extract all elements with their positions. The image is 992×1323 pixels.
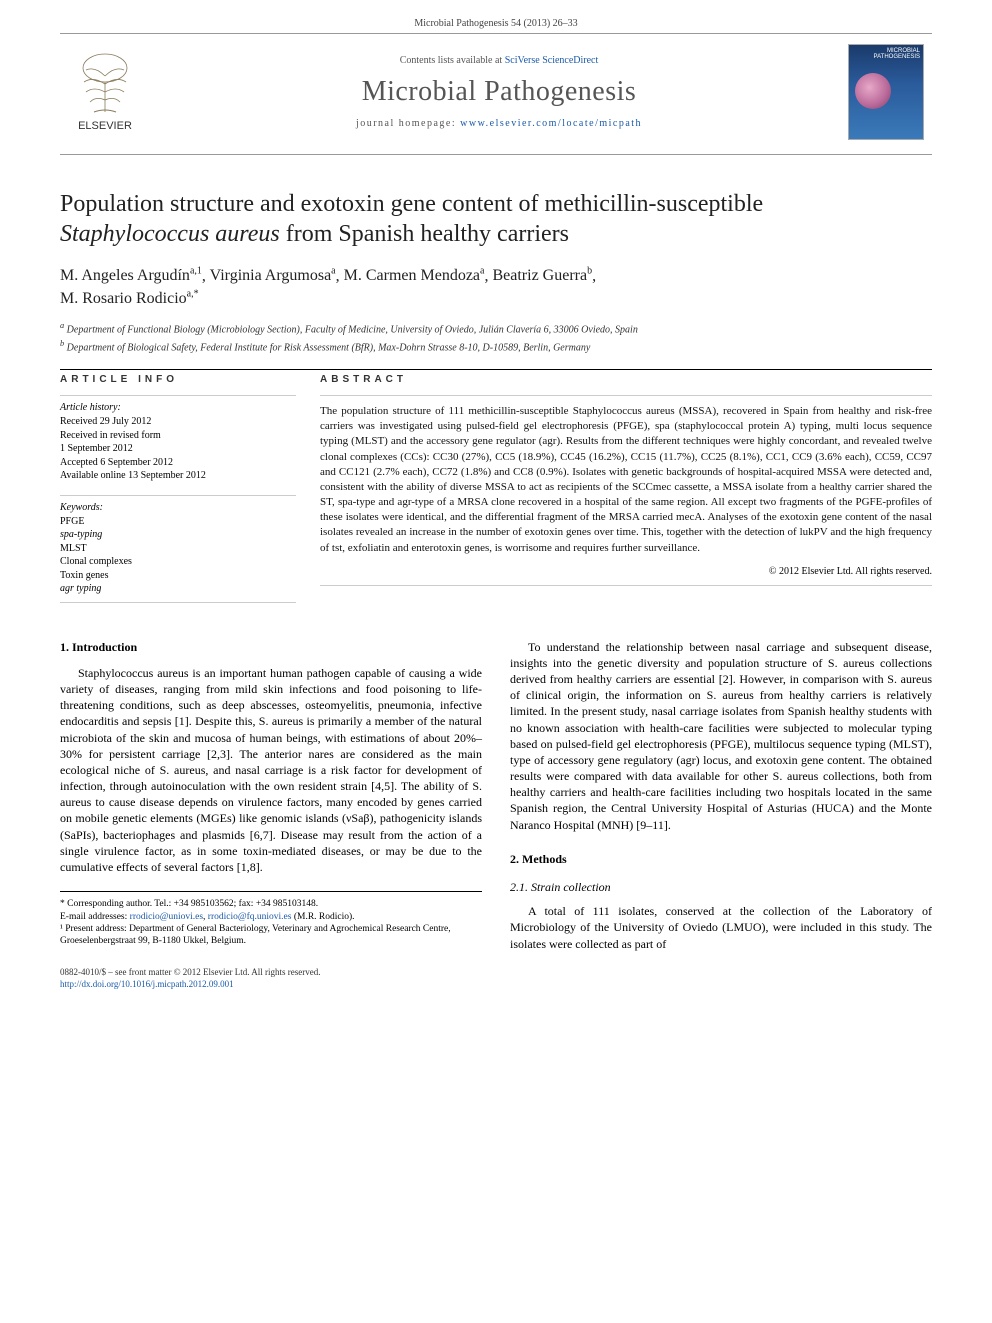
author-1-name: M. Angeles Argudín [60, 267, 190, 284]
keyword-2: MLST [60, 542, 296, 556]
title-line1: Population structure and exotoxin gene c… [60, 191, 763, 217]
author-2-name: Virginia Argumosa [210, 267, 332, 284]
doi-link[interactable]: http://dx.doi.org/10.1016/j.micpath.2012… [60, 979, 234, 989]
article-info: ARTICLE INFO Article history: Received 2… [60, 374, 296, 603]
author-4: Beatriz Guerrab [492, 267, 592, 284]
publisher-logo: ELSEVIER [60, 52, 150, 132]
history-label: Article history: [60, 395, 296, 413]
author-3-name: M. Carmen Mendoza [344, 267, 480, 284]
abstract-heading: ABSTRACT [320, 374, 932, 385]
title-heading: Population structure and exotoxin gene c… [60, 189, 932, 249]
lists-available: Contents lists available at SciVerse Sci… [150, 55, 848, 66]
author-5-sup: a,* [187, 289, 199, 300]
keyword-5: agr typing [60, 582, 296, 603]
keyword-0: PFGE [60, 515, 296, 529]
footnote-email-suffix: (M.R. Rodicio). [291, 912, 354, 922]
affiliation-a-text: Department of Functional Biology (Microb… [67, 325, 638, 336]
author-2: Virginia Argumosaa [210, 267, 336, 284]
footnote-emails: E-mail addresses: rrodicio@uniovi.es, rr… [60, 911, 482, 923]
elsevier-tree-icon [76, 52, 134, 116]
footnote-corresponding: * Corresponding author. Tel.: +34 985103… [60, 898, 482, 910]
section-1-para: Staphylococcus aureus is an important hu… [60, 665, 482, 875]
lists-prefix: Contents lists available at [400, 55, 505, 66]
section-2-1-heading: 2.1. Strain collection [510, 879, 932, 895]
keyword-1: spa-typing [60, 528, 296, 542]
footnote-email-1[interactable]: rrodicio@uniovi.es [130, 912, 203, 922]
cover-title-bottom: PATHOGENESIS [874, 54, 920, 60]
article-info-heading: ARTICLE INFO [60, 374, 296, 385]
footnote-email-label: E-mail addresses: [60, 912, 130, 922]
homepage-prefix: journal homepage: [356, 118, 460, 129]
author-2-sup: a [331, 266, 335, 277]
author-4-name: Beatriz Guerra [492, 267, 587, 284]
history-line-4: Available online 13 September 2012 [60, 469, 296, 483]
keyword-5-text: agr typing [60, 583, 101, 594]
title-italic: Staphylococcus aureus [60, 221, 280, 247]
title-rest: from Spanish healthy carriers [280, 221, 569, 247]
history-line-0: Received 29 July 2012 [60, 415, 296, 429]
running-head: Microbial Pathogenesis 54 (2013) 26–33 [0, 0, 992, 33]
affiliations: a Department of Functional Biology (Micr… [60, 320, 932, 355]
masthead: ELSEVIER Contents lists available at Sci… [60, 33, 932, 155]
footnotes: * Corresponding author. Tel.: +34 985103… [60, 891, 482, 947]
author-1: M. Angeles Argudína,1 [60, 267, 202, 284]
author-3-sup: a [480, 266, 484, 277]
front-matter-line: 0882-4010/$ – see front matter © 2012 El… [60, 966, 932, 978]
column-left: 1. Introduction Staphylococcus aureus is… [60, 639, 482, 952]
keyword-4: Toxin genes [60, 569, 296, 583]
authors-list: M. Angeles Argudína,1, Virginia Argumosa… [60, 265, 932, 310]
journal-name: Microbial Pathogenesis [150, 76, 848, 108]
bottom-bar: 0882-4010/$ – see front matter © 2012 El… [60, 966, 932, 990]
affiliation-b-text: Department of Biological Safety, Federal… [67, 342, 591, 353]
col2-para: To understand the relationship between n… [510, 639, 932, 833]
author-1-sup: a,1 [190, 266, 202, 277]
section-2-1-para: A total of 111 isolates, conserved at th… [510, 903, 932, 952]
section-1-heading: 1. Introduction [60, 639, 482, 655]
cover-art-icon [855, 73, 891, 109]
abstract-text: The population structure of 111 methicil… [320, 395, 932, 556]
keyword-3: Clonal complexes [60, 555, 296, 569]
history-line-3: Accepted 6 September 2012 [60, 456, 296, 470]
keywords-label: Keywords: [60, 495, 296, 513]
keyword-1-text: spa-typing [60, 529, 102, 540]
affiliation-a: a Department of Functional Biology (Micr… [60, 320, 932, 337]
cover-title: MICROBIAL PATHOGENESIS [874, 48, 920, 60]
section-2-heading: 2. Methods [510, 851, 932, 867]
masthead-center: Contents lists available at SciVerse Sci… [150, 55, 848, 129]
footnote-present-address: ¹ Present address: Department of General… [60, 923, 482, 948]
history-line-2: 1 September 2012 [60, 442, 296, 456]
abstract-copyright: © 2012 Elsevier Ltd. All rights reserved… [320, 566, 932, 586]
homepage-link[interactable]: www.elsevier.com/locate/micpath [460, 118, 642, 129]
author-5-name: M. Rosario Rodicio [60, 290, 187, 307]
footnote-email-2[interactable]: rrodicio@fq.uniovi.es [208, 912, 292, 922]
author-4-sup: b [587, 266, 592, 277]
article-bar: ARTICLE INFO Article history: Received 2… [60, 369, 932, 603]
abstract: ABSTRACT The population structure of 111… [320, 374, 932, 603]
journal-homepage: journal homepage: www.elsevier.com/locat… [150, 118, 848, 129]
history-line-1: Received in revised form [60, 429, 296, 443]
column-right: To understand the relationship between n… [510, 639, 932, 952]
body-columns: 1. Introduction Staphylococcus aureus is… [60, 639, 932, 952]
author-3: M. Carmen Mendozaa [344, 267, 485, 284]
author-5: M. Rosario Rodicioa,* [60, 290, 199, 307]
journal-cover-thumbnail: MICROBIAL PATHOGENESIS [848, 44, 924, 140]
article-title: Population structure and exotoxin gene c… [60, 189, 932, 249]
sciencedirect-link[interactable]: SciVerse ScienceDirect [505, 55, 599, 66]
publisher-brand: ELSEVIER [68, 120, 142, 132]
affiliation-b: b Department of Biological Safety, Feder… [60, 338, 932, 355]
